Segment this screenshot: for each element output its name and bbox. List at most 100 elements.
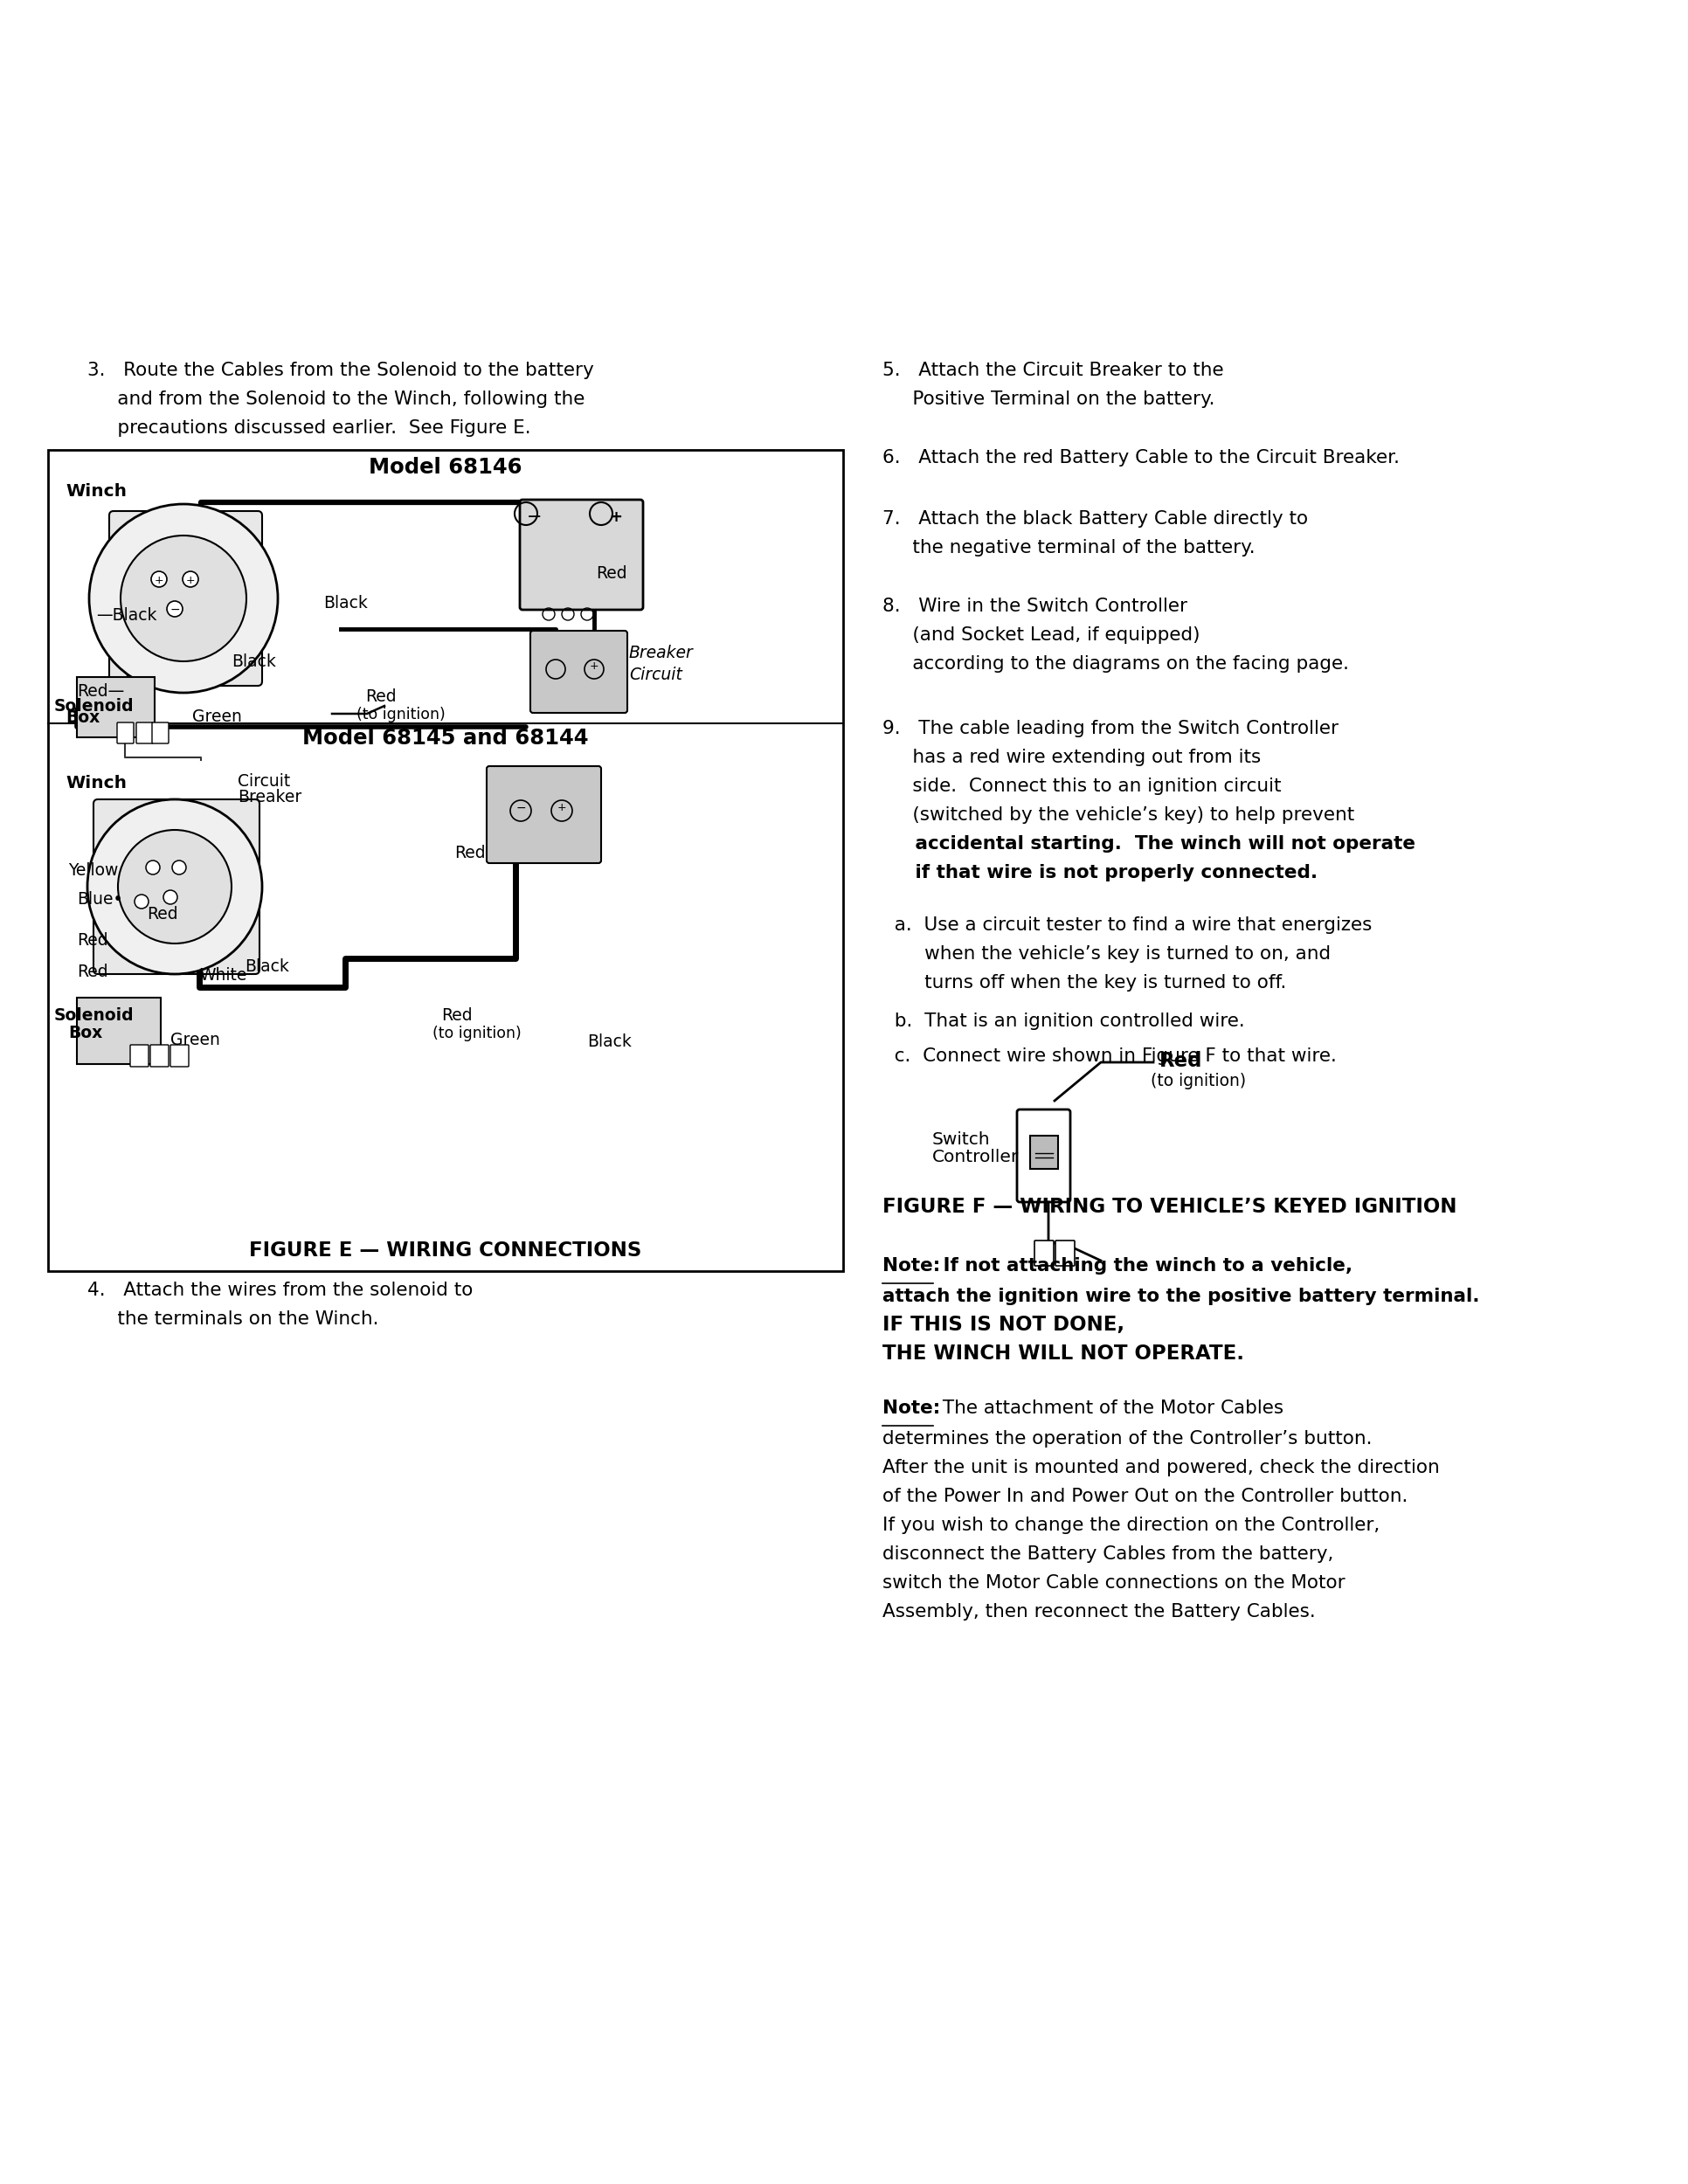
Text: Black: Black bbox=[231, 653, 275, 670]
Text: Black: Black bbox=[245, 959, 289, 974]
FancyBboxPatch shape bbox=[1035, 1241, 1053, 1267]
Text: c.  Connect wire shown in Figure F to that wire.: c. Connect wire shown in Figure F to tha… bbox=[883, 1048, 1337, 1066]
Text: +: + bbox=[154, 574, 164, 587]
Bar bbox=[1030, 1136, 1058, 1168]
Text: Solenoid: Solenoid bbox=[54, 1007, 135, 1024]
Text: Breaker: Breaker bbox=[238, 788, 302, 806]
Text: precautions discussed earlier.  See Figure E.: precautions discussed earlier. See Figur… bbox=[88, 419, 532, 437]
Text: Breaker: Breaker bbox=[630, 644, 694, 662]
Text: After the unit is mounted and powered, check the direction: After the unit is mounted and powered, c… bbox=[883, 1459, 1440, 1476]
Text: a.  Use a circuit tester to find a wire that energizes: a. Use a circuit tester to find a wire t… bbox=[883, 917, 1372, 935]
Text: Circuit: Circuit bbox=[238, 773, 290, 791]
Text: −: − bbox=[170, 603, 181, 616]
Text: Yellow: Yellow bbox=[68, 863, 118, 878]
Text: Red: Red bbox=[365, 688, 397, 705]
Text: side.  Connect this to an ignition circuit: side. Connect this to an ignition circui… bbox=[883, 778, 1281, 795]
Text: 9.   The cable leading from the Switch Controller: 9. The cable leading from the Switch Con… bbox=[883, 721, 1339, 738]
Text: Red: Red bbox=[454, 845, 486, 860]
Text: (and Socket Lead, if equipped): (and Socket Lead, if equipped) bbox=[883, 627, 1200, 644]
Text: of the Power In and Power Out on the Controller button.: of the Power In and Power Out on the Con… bbox=[883, 1487, 1408, 1505]
Text: accidental starting.  The winch will not operate: accidental starting. The winch will not … bbox=[883, 834, 1416, 852]
Text: Winch: Winch bbox=[66, 775, 127, 791]
Text: 6.   Attach the red Battery Cable to the Circuit Breaker.: 6. Attach the red Battery Cable to the C… bbox=[883, 450, 1399, 467]
Text: Red: Red bbox=[596, 566, 626, 581]
Text: b.  That is an ignition controlled wire.: b. That is an ignition controlled wire. bbox=[883, 1013, 1244, 1031]
Circle shape bbox=[164, 891, 177, 904]
FancyBboxPatch shape bbox=[116, 723, 133, 743]
Circle shape bbox=[145, 860, 160, 874]
Text: Winch: Winch bbox=[66, 483, 127, 500]
Text: and from the Solenoid to the Winch, following the: and from the Solenoid to the Winch, foll… bbox=[88, 391, 584, 408]
Text: Black: Black bbox=[587, 1033, 631, 1051]
Circle shape bbox=[135, 895, 149, 909]
Text: attach the ignition wire to the positive battery terminal.: attach the ignition wire to the positive… bbox=[883, 1289, 1480, 1306]
FancyBboxPatch shape bbox=[110, 511, 262, 686]
Text: switch the Motor Cable connections on the Motor: switch the Motor Cable connections on th… bbox=[883, 1575, 1345, 1592]
Text: (to ignition): (to ignition) bbox=[356, 708, 446, 723]
Circle shape bbox=[89, 505, 279, 692]
Text: Model 68146: Model 68146 bbox=[370, 456, 522, 478]
FancyBboxPatch shape bbox=[170, 1044, 189, 1066]
Text: the terminals on the Winch.: the terminals on the Winch. bbox=[88, 1310, 378, 1328]
Text: Red: Red bbox=[78, 963, 108, 981]
FancyBboxPatch shape bbox=[150, 1044, 169, 1066]
Text: 3.   Route the Cables from the Solenoid to the battery: 3. Route the Cables from the Solenoid to… bbox=[88, 363, 594, 380]
Text: the negative terminal of the battery.: the negative terminal of the battery. bbox=[883, 539, 1256, 557]
Text: −: − bbox=[515, 802, 525, 815]
Text: +: + bbox=[589, 662, 599, 673]
Text: THE WINCH WILL NOT OPERATE.: THE WINCH WILL NOT OPERATE. bbox=[883, 1343, 1244, 1363]
Text: Switch: Switch bbox=[932, 1131, 991, 1149]
Text: has a red wire extending out from its: has a red wire extending out from its bbox=[883, 749, 1261, 767]
Text: Red: Red bbox=[147, 906, 177, 922]
Text: +: + bbox=[557, 802, 567, 815]
Text: turns off when the key is turned to off.: turns off when the key is turned to off. bbox=[883, 974, 1286, 992]
Text: Solenoid: Solenoid bbox=[54, 699, 135, 714]
Text: (to ignition): (to ignition) bbox=[432, 1026, 522, 1042]
Circle shape bbox=[152, 572, 167, 587]
Circle shape bbox=[167, 601, 182, 616]
Circle shape bbox=[88, 799, 262, 974]
Text: IF THIS IS NOT DONE,: IF THIS IS NOT DONE, bbox=[883, 1315, 1124, 1334]
FancyBboxPatch shape bbox=[520, 500, 643, 609]
Text: Red: Red bbox=[441, 1007, 473, 1024]
Circle shape bbox=[118, 830, 231, 943]
Text: if that wire is not properly connected.: if that wire is not properly connected. bbox=[883, 865, 1318, 882]
FancyBboxPatch shape bbox=[1055, 1241, 1075, 1267]
Text: +: + bbox=[186, 574, 196, 587]
Text: Green: Green bbox=[192, 708, 241, 725]
Text: The attachment of the Motor Cables: The attachment of the Motor Cables bbox=[937, 1400, 1283, 1417]
Circle shape bbox=[172, 860, 186, 874]
Text: —Black: —Black bbox=[96, 607, 157, 625]
Circle shape bbox=[120, 535, 246, 662]
Text: (to ignition): (to ignition) bbox=[1151, 1072, 1246, 1090]
Text: +: + bbox=[609, 509, 623, 524]
Text: Red: Red bbox=[78, 933, 108, 948]
Text: (switched by the vehicle’s key) to help prevent: (switched by the vehicle’s key) to help … bbox=[883, 806, 1354, 823]
Text: −: − bbox=[527, 509, 542, 526]
Text: Box: Box bbox=[68, 1024, 103, 1042]
Text: 8.   Wire in the Switch Controller: 8. Wire in the Switch Controller bbox=[883, 598, 1187, 616]
Text: Positive Terminal on the battery.: Positive Terminal on the battery. bbox=[883, 391, 1215, 408]
Bar bbox=[47, 450, 842, 1271]
Text: 7.   Attach the black Battery Cable directly to: 7. Attach the black Battery Cable direct… bbox=[883, 511, 1308, 529]
Text: Red: Red bbox=[1160, 1051, 1202, 1070]
FancyBboxPatch shape bbox=[152, 723, 169, 743]
FancyBboxPatch shape bbox=[1016, 1109, 1070, 1201]
Text: White: White bbox=[199, 968, 246, 983]
Text: Green: Green bbox=[170, 1031, 219, 1048]
FancyBboxPatch shape bbox=[93, 799, 260, 974]
FancyBboxPatch shape bbox=[137, 723, 154, 743]
Text: If you wish to change the direction on the Controller,: If you wish to change the direction on t… bbox=[883, 1516, 1379, 1533]
Text: FIGURE E — WIRING CONNECTIONS: FIGURE E — WIRING CONNECTIONS bbox=[250, 1241, 641, 1260]
Text: when the vehicle’s key is turned to on, and: when the vehicle’s key is turned to on, … bbox=[883, 946, 1330, 963]
Text: FIGURE F — WIRING TO VEHICLE’S KEYED IGNITION: FIGURE F — WIRING TO VEHICLE’S KEYED IGN… bbox=[883, 1197, 1457, 1216]
Text: Controller: Controller bbox=[932, 1149, 1020, 1166]
FancyBboxPatch shape bbox=[130, 1044, 149, 1066]
Text: Circuit: Circuit bbox=[630, 666, 682, 684]
Text: Black: Black bbox=[324, 594, 368, 612]
Text: Blue•: Blue• bbox=[78, 891, 123, 909]
Circle shape bbox=[182, 572, 197, 587]
Text: determines the operation of the Controller’s button.: determines the operation of the Controll… bbox=[883, 1431, 1372, 1448]
Text: If not attaching the winch to a vehicle,: If not attaching the winch to a vehicle, bbox=[937, 1258, 1352, 1275]
FancyBboxPatch shape bbox=[530, 631, 628, 712]
